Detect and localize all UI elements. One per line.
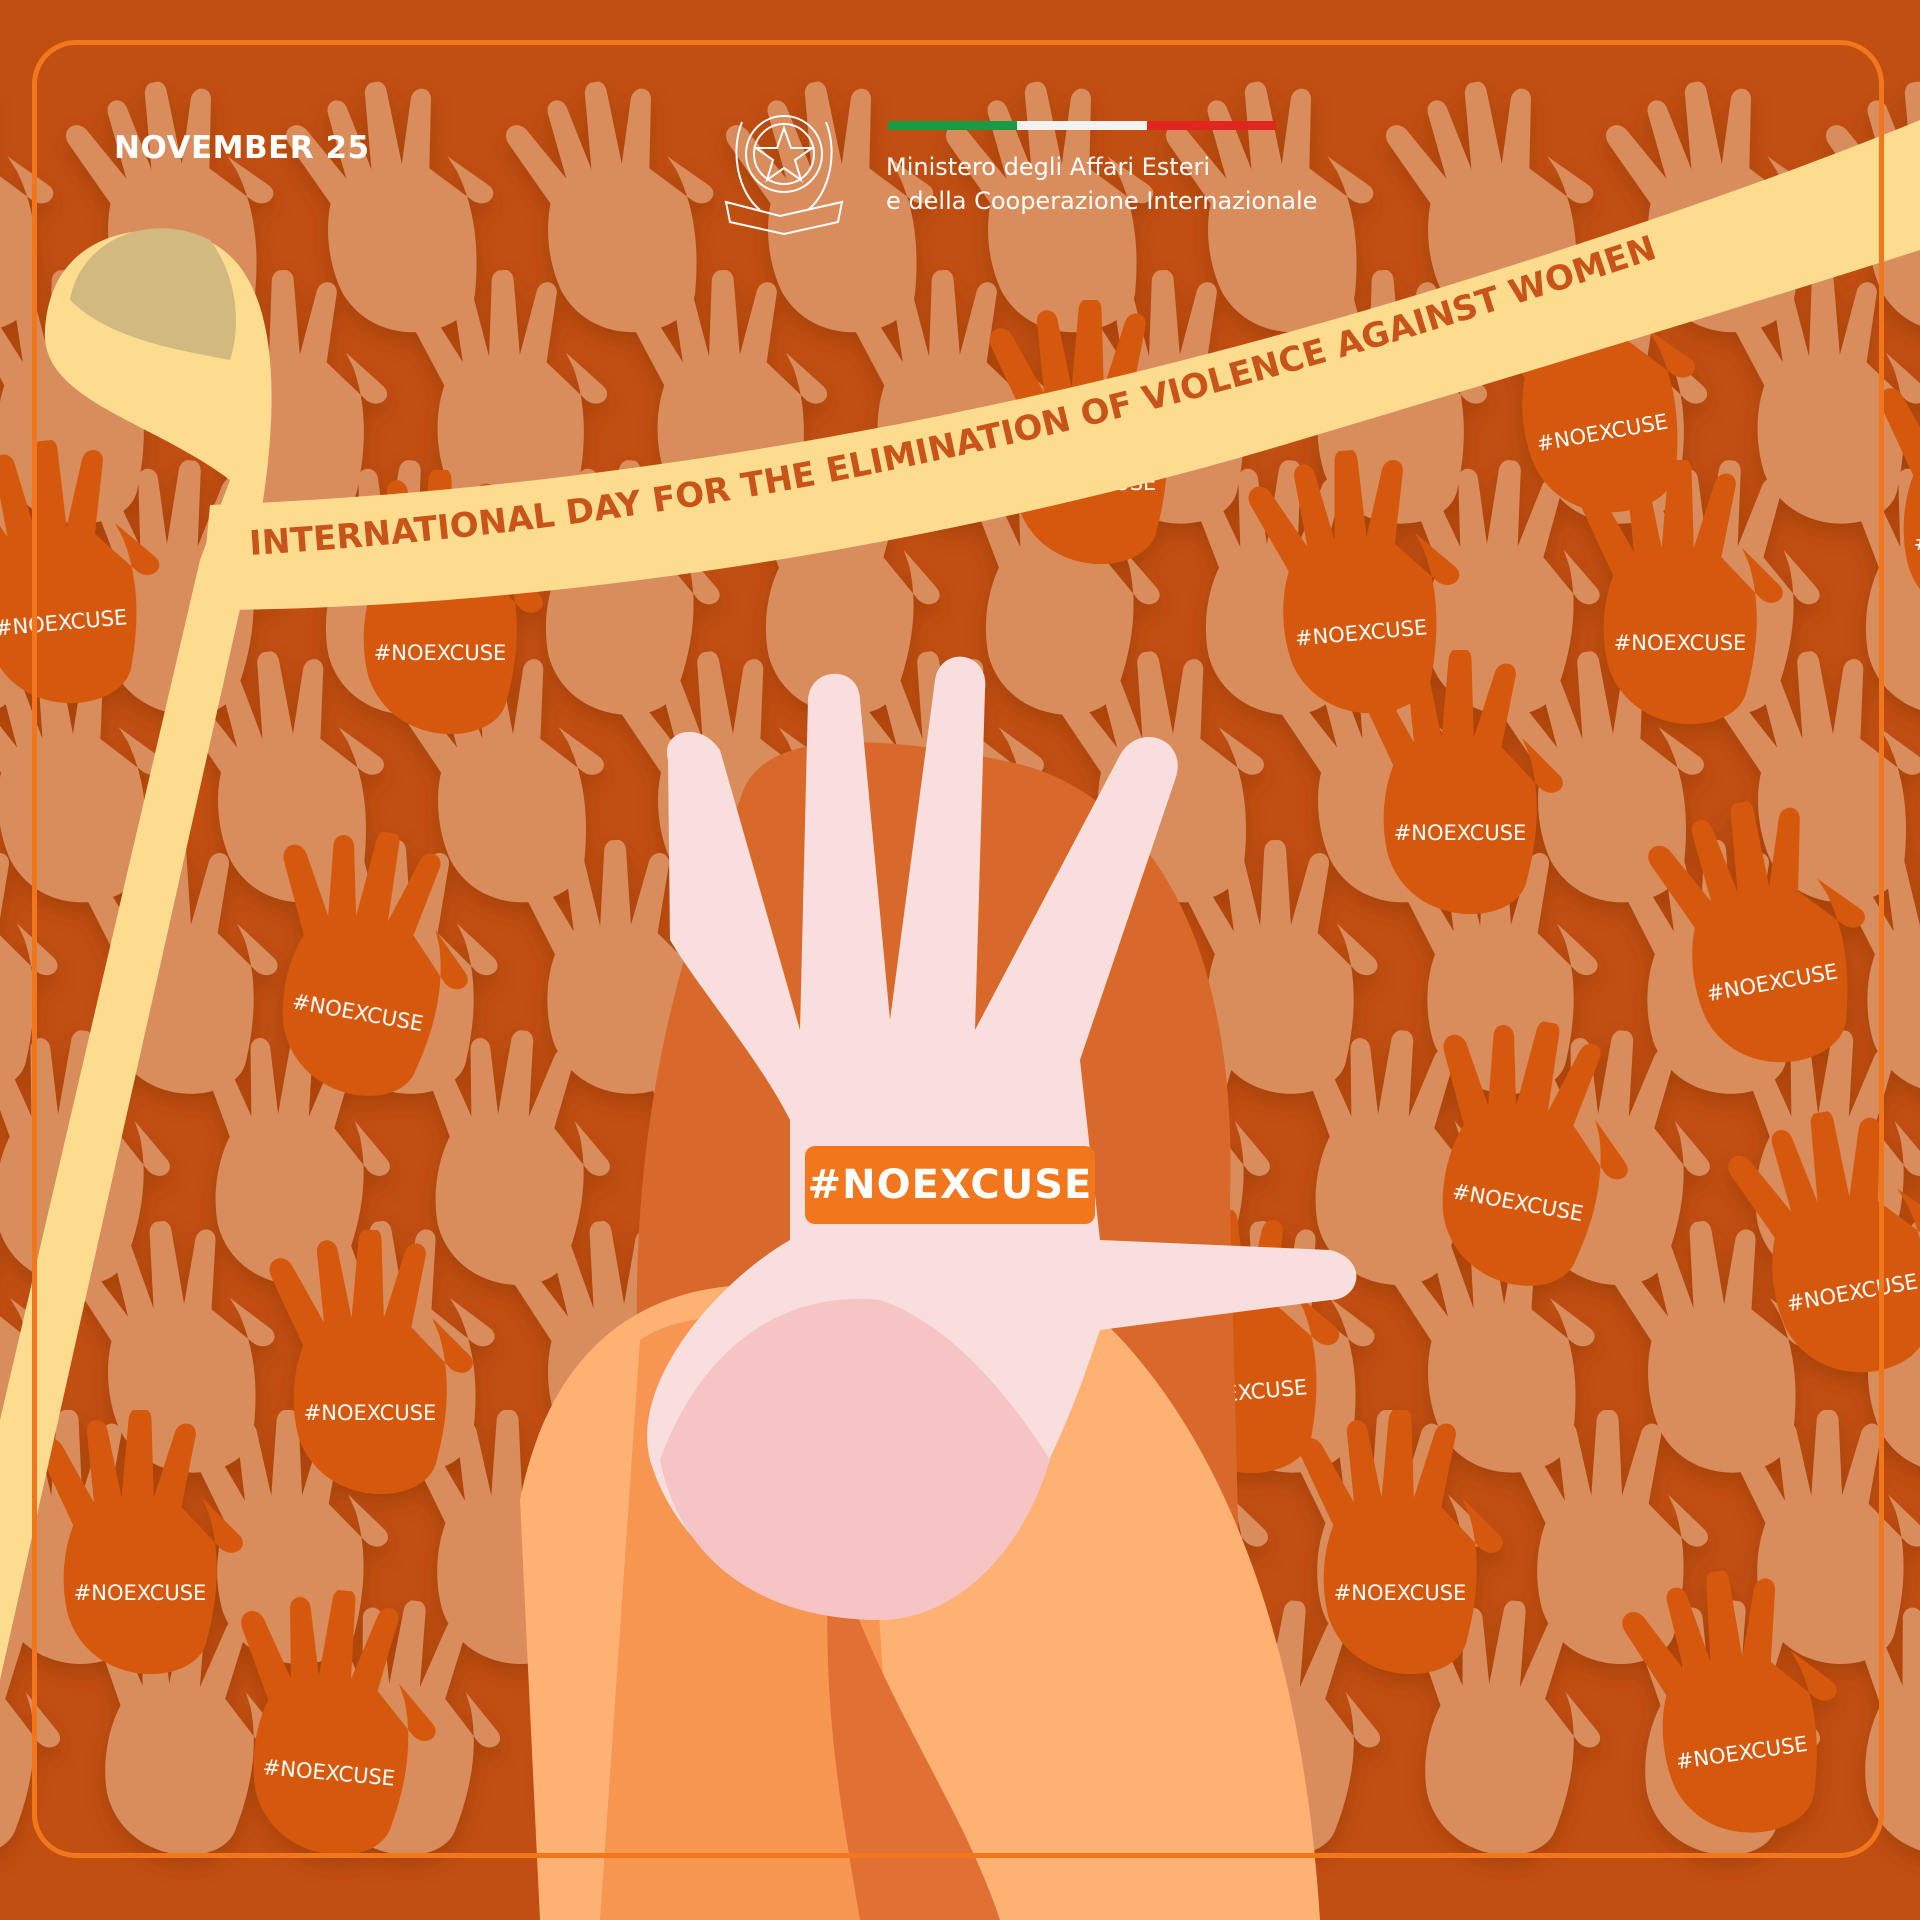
hand-dark: #NOEXCUSE [39,1410,243,1675]
hand-hashtag: #NOEXCUSE [1334,1581,1467,1605]
hand-dark: #NOEXCUSE [0,430,171,713]
hand-dark: #NOEXCUSE [1299,1410,1503,1675]
hand-dark: #NOEXCUSE [1359,650,1563,915]
hand-hashtag: #NOEXCUSE [74,1581,207,1605]
ministry-line-2: e della Cooperazione Internazionale [886,187,1318,215]
flag-white [1017,121,1147,130]
hand-hashtag: #NOEXCUSE [1614,631,1747,655]
ministry-name: Ministero degli Affari Esteri e della Co… [886,150,1317,218]
hand-hashtag: #NOEXCUSE [374,641,507,665]
ministry-line-1: Ministero degli Affari Esteri [886,153,1210,181]
hand-dark: #NOEXCUSE [1721,1092,1920,1391]
date-label: NOVEMBER 25 [114,130,370,166]
hand-dark: #NOEXCUSE [1404,1002,1652,1301]
hand-dark: #NOEXCUSE [1244,440,1471,723]
hand-hashtag: #NOEXCUSE [1914,531,1920,555]
hand-dark: #NOEXCUSE [339,470,543,735]
hand-dark: #NOEXCUSE [1616,1555,1855,1848]
main-hand [647,656,1357,1620]
hand-dark: #NOEXCUSE [269,1230,473,1495]
hand-hashtag: #NOEXCUSE [304,1401,437,1425]
hand-dark: #NOEXCUSE [1879,360,1920,625]
italian-flag-stripe [888,121,1276,130]
hand-hashtag: #NOEXCUSE [1394,821,1527,845]
hand-dark: #NOEXCUSE [1641,782,1888,1081]
flag-green [888,121,1018,130]
hand-dark: #NOEXCUSE [244,812,492,1111]
hand-dark: #NOEXCUSE [1579,460,1783,725]
hand-dark: #NOEXCUSE [221,1580,448,1863]
hands-background: #NOEXCUSE#NOEXCUSE#NOEXCUSE #NOEXCUSE#NOE… [0,64,1920,1864]
main-hashtag-badge: #NOEXCUSE [805,1146,1095,1224]
italian-republic-emblem-logo [724,115,844,236]
flag-red [1146,121,1276,130]
hand-dark: #NOEXCUSE [1471,232,1718,531]
